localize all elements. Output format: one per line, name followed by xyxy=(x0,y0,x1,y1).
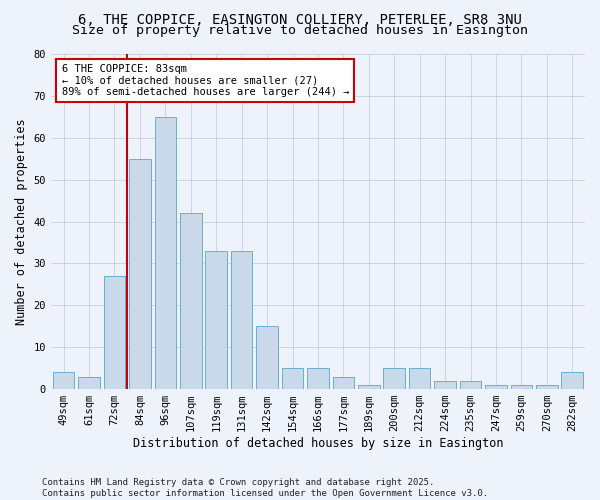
Bar xyxy=(562,372,583,389)
Bar xyxy=(460,380,481,389)
Y-axis label: Number of detached properties: Number of detached properties xyxy=(15,118,28,325)
Bar xyxy=(53,372,74,389)
Bar xyxy=(129,158,151,389)
Text: 6 THE COPPICE: 83sqm
← 10% of detached houses are smaller (27)
89% of semi-detac: 6 THE COPPICE: 83sqm ← 10% of detached h… xyxy=(62,64,349,98)
Bar xyxy=(256,326,278,389)
Bar xyxy=(282,368,304,389)
Bar xyxy=(180,213,202,389)
Bar xyxy=(383,368,405,389)
Bar xyxy=(511,385,532,389)
Bar xyxy=(332,376,354,389)
Bar xyxy=(307,368,329,389)
Bar xyxy=(104,276,125,389)
Bar xyxy=(78,376,100,389)
Text: 6, THE COPPICE, EASINGTON COLLIERY, PETERLEE, SR8 3NU: 6, THE COPPICE, EASINGTON COLLIERY, PETE… xyxy=(78,12,522,26)
Bar xyxy=(205,251,227,389)
Bar xyxy=(231,251,253,389)
Bar xyxy=(358,385,380,389)
X-axis label: Distribution of detached houses by size in Easington: Distribution of detached houses by size … xyxy=(133,437,503,450)
Bar xyxy=(409,368,430,389)
Bar xyxy=(536,385,557,389)
Bar xyxy=(434,380,456,389)
Text: Size of property relative to detached houses in Easington: Size of property relative to detached ho… xyxy=(72,24,528,37)
Bar xyxy=(155,117,176,389)
Bar xyxy=(485,385,507,389)
Text: Contains HM Land Registry data © Crown copyright and database right 2025.
Contai: Contains HM Land Registry data © Crown c… xyxy=(42,478,488,498)
